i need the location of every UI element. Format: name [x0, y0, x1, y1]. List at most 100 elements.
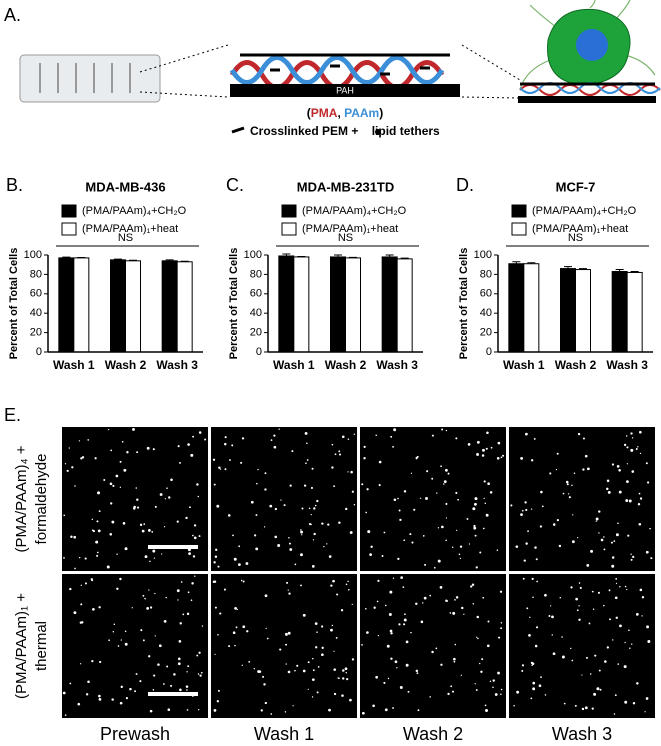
cell-dot	[136, 451, 139, 454]
cell-dot	[530, 697, 533, 700]
cell-dot	[607, 490, 611, 494]
error-bar	[62, 256, 71, 258]
cell-dot	[285, 643, 288, 646]
cell-dot	[321, 653, 324, 657]
cell-dot	[457, 498, 460, 501]
legend-label: (PMA/PAAm)₄+CH₂O	[82, 205, 187, 217]
cell-dot	[645, 550, 649, 554]
legend-swatch	[511, 204, 527, 218]
cell-dot	[132, 427, 135, 431]
cell-dot	[486, 431, 489, 435]
cell-dot	[523, 559, 526, 562]
cell-dot	[631, 437, 634, 439]
cell-dot	[566, 483, 569, 486]
cell-dot	[567, 493, 570, 495]
cell-dot	[238, 563, 241, 567]
panel-label: C.	[226, 175, 244, 195]
cell-dot	[431, 434, 434, 437]
cell-dot	[611, 564, 615, 568]
cell-dot	[213, 580, 217, 583]
cell-dot	[331, 624, 334, 627]
cell-dot	[213, 561, 216, 564]
cell-dot	[584, 706, 588, 710]
cell-dot	[437, 559, 441, 563]
cell-dot	[242, 580, 245, 583]
cell-dot	[440, 465, 442, 468]
cell-dot	[529, 616, 531, 618]
cell-dot	[630, 448, 634, 452]
cell-dot	[458, 553, 461, 556]
cell-dot	[201, 625, 204, 627]
cell-dot	[214, 606, 217, 609]
cell-dot	[637, 502, 641, 506]
cell-dot	[392, 707, 394, 709]
cell-dot	[303, 484, 307, 487]
x-tick-label: Wash 2	[325, 358, 367, 372]
cell-dot	[186, 709, 189, 711]
cell-dot	[333, 692, 337, 696]
zoom-lines	[139, 44, 521, 99]
cell-dot	[405, 663, 409, 667]
cell-dot	[340, 609, 344, 612]
cell-dot	[316, 499, 319, 503]
cell-dot	[520, 456, 524, 460]
y-axis-label: Percent of Total Cells	[458, 248, 470, 360]
chart-title: MDA-MB-231TD	[297, 179, 395, 194]
cell-dot	[338, 521, 341, 524]
cell-dot	[260, 709, 263, 712]
y-tick-label: 20	[250, 327, 262, 339]
cell-dot	[459, 545, 463, 548]
cell-dot	[415, 602, 418, 606]
cell-dot	[459, 557, 461, 559]
cell-dot	[317, 666, 320, 668]
cell-dot	[139, 523, 143, 527]
cell-dot	[342, 677, 345, 680]
cell-dot	[214, 653, 216, 655]
cell-dot	[476, 615, 479, 619]
cell-dot	[313, 507, 316, 510]
cell-dot	[590, 549, 594, 553]
cell-dot	[613, 540, 616, 542]
cell-dot	[614, 694, 617, 697]
cell-dot	[383, 681, 386, 684]
cell-dot	[606, 479, 610, 483]
cell-dot	[573, 472, 576, 474]
cell-dot	[152, 549, 156, 553]
cell-dot	[312, 657, 314, 660]
error-bar	[129, 259, 137, 261]
cell-dot	[250, 500, 254, 504]
cell-dot	[576, 609, 579, 612]
cell-dot	[394, 660, 398, 664]
cell-dot	[373, 606, 376, 609]
cell-dot	[116, 587, 119, 590]
cell-dot	[224, 436, 227, 439]
cell-dot	[549, 472, 552, 475]
cell-dot	[109, 533, 113, 536]
cell-dot	[124, 547, 128, 551]
crosslink-legend: Crosslinked PEM + lipid tethers	[250, 124, 440, 138]
cell-dot	[163, 620, 167, 623]
cell-dot	[536, 580, 538, 583]
cell-dot	[399, 518, 402, 522]
cell-dot	[558, 544, 562, 548]
cell-dot	[485, 709, 488, 712]
cell-dot	[615, 616, 618, 619]
cell-dot	[483, 480, 486, 483]
cell-dot	[63, 557, 65, 559]
cell-dot	[500, 627, 503, 630]
cell-dot	[120, 685, 123, 689]
cell-dot	[77, 702, 81, 706]
cell-dot	[284, 632, 288, 636]
cell-dot	[163, 526, 166, 528]
cell-dot	[291, 450, 294, 453]
cell-dot	[610, 541, 613, 544]
micrograph	[360, 427, 506, 571]
cell-dot	[396, 667, 398, 669]
panel-label: E.	[4, 405, 21, 425]
cell-dot	[126, 451, 129, 454]
cell-dot	[313, 532, 316, 536]
cell-dot	[561, 655, 565, 659]
cell-dot	[270, 439, 273, 441]
cell-dot	[232, 534, 234, 537]
error-bar	[630, 270, 639, 273]
